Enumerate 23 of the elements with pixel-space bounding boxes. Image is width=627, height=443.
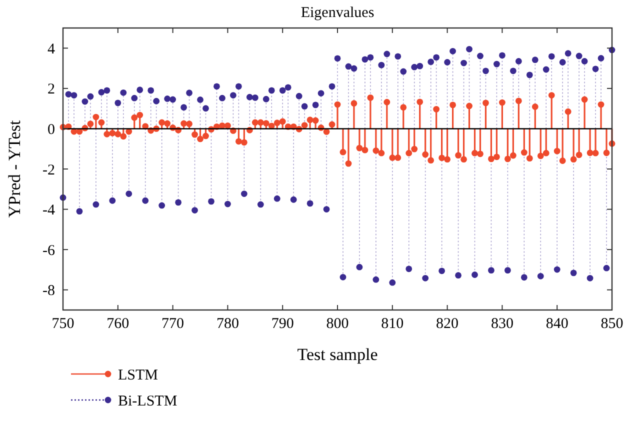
x-tick-label: 790 xyxy=(271,316,294,332)
y-tick-label: 0 xyxy=(48,122,55,138)
x-tick-label: 850 xyxy=(600,316,624,332)
x-tick-label: 750 xyxy=(52,316,74,332)
y-tick-label: -6 xyxy=(42,242,56,259)
x-tick-label: 800 xyxy=(326,316,349,332)
x-tick-label: 830 xyxy=(490,316,514,332)
y-tick-label: 2 xyxy=(48,82,55,98)
y-tick-label: -8 xyxy=(42,283,55,300)
x-tick-label: 820 xyxy=(436,316,459,332)
chart-title: Eigenvalues xyxy=(300,5,374,21)
y-tick-label: 4 xyxy=(48,41,56,58)
y-tick-label: -4 xyxy=(42,202,56,219)
x-tick-label: 810 xyxy=(381,316,404,332)
y-tick-label: -2 xyxy=(42,162,55,178)
x-tick-label: 780 xyxy=(216,316,239,332)
x-axis-title: Test sample xyxy=(297,345,378,364)
y-axis-title: YPred - YTest xyxy=(5,120,24,218)
x-tick-label: 770 xyxy=(162,316,184,332)
legend-label: LSTM xyxy=(118,367,158,384)
x-tick-label: 760 xyxy=(106,316,130,332)
legend-label: Bi-LSTM xyxy=(118,393,178,410)
x-tick-label: 840 xyxy=(546,316,568,332)
